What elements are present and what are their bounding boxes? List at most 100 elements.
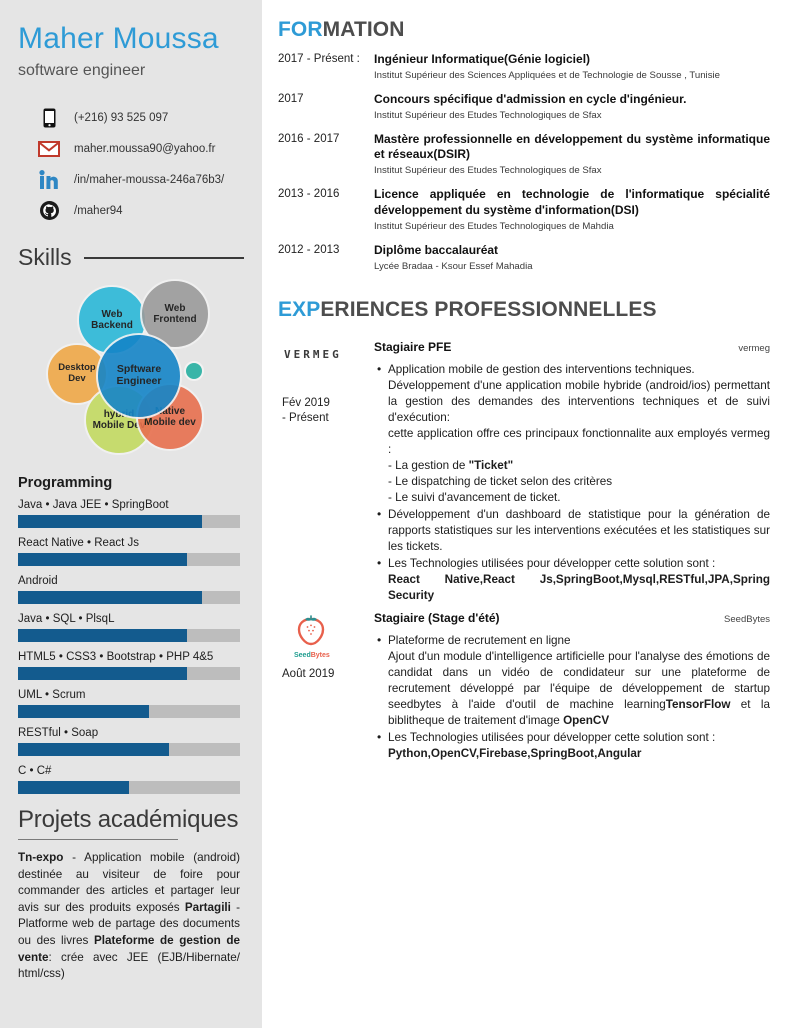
experience-date: Août 2019 bbox=[282, 668, 335, 681]
education-title: Concours spécifique d'admission en cycle… bbox=[374, 91, 687, 106]
education-institution: Institut Supérieur des Etudes Technologi… bbox=[374, 220, 614, 232]
project-item: Partagili - Platforme web de partage des… bbox=[18, 900, 240, 948]
education-date: 2017 - Présent : bbox=[278, 53, 360, 65]
skill-row: C • C# bbox=[18, 765, 240, 794]
skill-bar-track bbox=[18, 781, 240, 794]
skills-heading: Skills bbox=[18, 244, 244, 271]
skill-bar-fill bbox=[18, 743, 169, 756]
experience-company: SeedBytes bbox=[724, 614, 770, 626]
skills-title: Skills bbox=[18, 244, 72, 270]
skill-bar-fill bbox=[18, 667, 187, 680]
contact-item-phone[interactable]: (+216) 93 525 097 bbox=[36, 102, 262, 133]
formation-heading-rest: MATION bbox=[322, 18, 405, 41]
page-title: Maher Moussa bbox=[18, 22, 219, 55]
education-institution: Institut Supérieur des Etudes Technologi… bbox=[374, 109, 602, 121]
education-institution: Institut Supérieur des Sciences Appliqué… bbox=[374, 69, 720, 81]
skill-bar-track bbox=[18, 591, 240, 604]
skill-row: Android bbox=[18, 575, 240, 604]
skill-bar-track bbox=[18, 515, 240, 528]
skill-bar-fill bbox=[18, 553, 187, 566]
skill-row: React Native • React Js bbox=[18, 537, 240, 566]
education-date: 2013 - 2016 bbox=[278, 188, 340, 201]
skill-bar-track bbox=[18, 553, 240, 566]
experience-bullet: Les Technologies utilisées pour développ… bbox=[377, 555, 770, 604]
experience-bullet: Les Technologies utilisées pour développ… bbox=[377, 729, 770, 762]
education-date: 2012 - 2013 bbox=[278, 243, 340, 256]
skill-row: Java • SQL • PlsqL bbox=[18, 613, 240, 642]
skill-bar-fill bbox=[18, 591, 203, 604]
skill-bubble: Spftware Engineer bbox=[96, 333, 182, 419]
programming-skill-list: Java • Java JEE • SpringBoot React Native… bbox=[0, 499, 262, 794]
education-title: Licence appliquée en technologie de l'in… bbox=[374, 187, 770, 218]
education-entry: 2013 - 2016 Licence appliquée en technolo… bbox=[278, 187, 770, 232]
experience-date: Fév 2019- Présent bbox=[282, 396, 330, 424]
seedbytes-logo: SeedBytes bbox=[278, 611, 368, 660]
skill-row: HTML5 • CSS3 • Bootstrap • PHP 4&5 bbox=[18, 651, 240, 680]
skill-label: HTML5 • CSS3 • Bootstrap • PHP 4&5 bbox=[18, 651, 214, 663]
strawberry-icon bbox=[297, 615, 325, 646]
experience-role: Stagiaire PFE bbox=[374, 339, 452, 354]
skills-rule bbox=[83, 256, 244, 259]
linkedin-icon bbox=[36, 169, 62, 190]
projects-rule bbox=[18, 839, 178, 840]
contact-item-github[interactable]: /maher94 bbox=[36, 195, 262, 226]
skill-label: C • C# bbox=[18, 765, 52, 777]
skill-bar-fill bbox=[18, 781, 129, 794]
phone-icon bbox=[36, 108, 62, 128]
experience-entry: SeedBytes Août 2019 Stagiaire (Stage d'été… bbox=[278, 611, 770, 763]
education-entry: 2012 - 2013 Diplôme baccalauréat Lycée Bra… bbox=[278, 243, 770, 272]
education-title: Diplôme baccalauréat bbox=[374, 242, 499, 257]
contact-phone-text: (+216) 93 525 097 bbox=[74, 111, 169, 124]
projects-body: Tn-expo - Application mobile (android) d… bbox=[18, 850, 240, 983]
experiences-heading: EXPERIENCES PROFESSIONNELLES bbox=[278, 298, 770, 322]
experience-entry: VERMEG Fév 2019- Présent Stagiaire PFE verm… bbox=[278, 340, 770, 605]
experience-company: vermeg bbox=[738, 342, 770, 354]
experience-bullet: Plateforme de recrutement en ligneAjout … bbox=[377, 632, 770, 729]
education-date: 2016 - 2017 bbox=[278, 132, 340, 145]
skill-row: Java • Java JEE • SpringBoot bbox=[18, 499, 240, 528]
formation-list: 2017 - Présent : Ingénieur Informatique(G… bbox=[278, 52, 770, 272]
project-item: Tn-expo - Application mobile (android) d… bbox=[18, 851, 240, 914]
education-institution: Institut Supérieur des Etudes Technologi… bbox=[374, 165, 602, 177]
skill-row: UML • Scrum bbox=[18, 689, 240, 718]
education-title: Mastère professionnelle en développement… bbox=[374, 131, 770, 162]
contact-github-text: /maher94 bbox=[74, 204, 123, 217]
formation-heading: FORMATION bbox=[278, 18, 770, 42]
experience-role: Stagiaire (Stage d'été) bbox=[374, 611, 500, 626]
formation-heading-accent: FOR bbox=[278, 18, 323, 41]
contact-item-linkedin[interactable]: /in/maher-moussa-246a76b3/ bbox=[36, 164, 262, 195]
education-institution: Lycée Bradaa - Ksour Essef Mahadia bbox=[374, 260, 533, 272]
education-entry: 2017 - Présent : Ingénieur Informatique(G… bbox=[278, 52, 770, 81]
skill-bar-fill bbox=[18, 629, 187, 642]
experiences-heading-rest: ERIENCES PROFESSIONNELLES bbox=[320, 297, 657, 321]
email-icon bbox=[36, 140, 62, 157]
skills-bubble-chart: Web Backend Web Frontend Spftware Engineer Des… bbox=[0, 277, 262, 463]
experience-bullets: Plateforme de recrutement en ligneAjout … bbox=[374, 632, 770, 762]
education-entry: 2016 - 2017 Mastère professionnelle en dé… bbox=[278, 132, 770, 177]
skill-label: React Native • React Js bbox=[18, 537, 139, 549]
skill-label: Android bbox=[18, 575, 58, 587]
skill-label: RESTful • Soap bbox=[18, 727, 99, 739]
skill-row: RESTful • Soap bbox=[18, 727, 240, 756]
skill-bar-fill bbox=[18, 515, 203, 528]
skill-label: Java • Java JEE • SpringBoot bbox=[18, 499, 169, 511]
education-title: Ingénieur Informatique(Génie logiciel) bbox=[374, 52, 591, 66]
skill-label: UML • Scrum bbox=[18, 689, 86, 701]
skill-bar-track bbox=[18, 743, 240, 756]
experience-bullets: Application mobile de gestion des interv… bbox=[374, 361, 770, 604]
contact-linkedin-text: /in/maher-moussa-246a76b3/ bbox=[74, 173, 225, 186]
profile-role: software engineer bbox=[18, 62, 146, 79]
vermeg-logo: VERMEG bbox=[284, 347, 342, 361]
education-entry: 2017 Concours spécifique d'admission en c… bbox=[278, 92, 770, 121]
skill-bubble: Web Frontend bbox=[140, 279, 210, 349]
programming-title: Programming bbox=[18, 475, 113, 491]
seedbytes-wordmark: SeedBytes bbox=[294, 652, 330, 660]
contact-item-email[interactable]: maher.moussa90@yahoo.fr bbox=[36, 133, 262, 164]
skill-bar-fill bbox=[18, 705, 149, 718]
experience-bullet: Application mobile de gestion des interv… bbox=[377, 361, 770, 506]
contact-email-text: maher.moussa90@yahoo.fr bbox=[74, 142, 216, 155]
sidebar: Maher Moussa software engineer (+216) 93… bbox=[0, 0, 262, 1028]
experience-list: VERMEG Fév 2019- Présent Stagiaire PFE verm… bbox=[278, 340, 770, 764]
experiences-heading-accent: EXP bbox=[278, 297, 321, 321]
